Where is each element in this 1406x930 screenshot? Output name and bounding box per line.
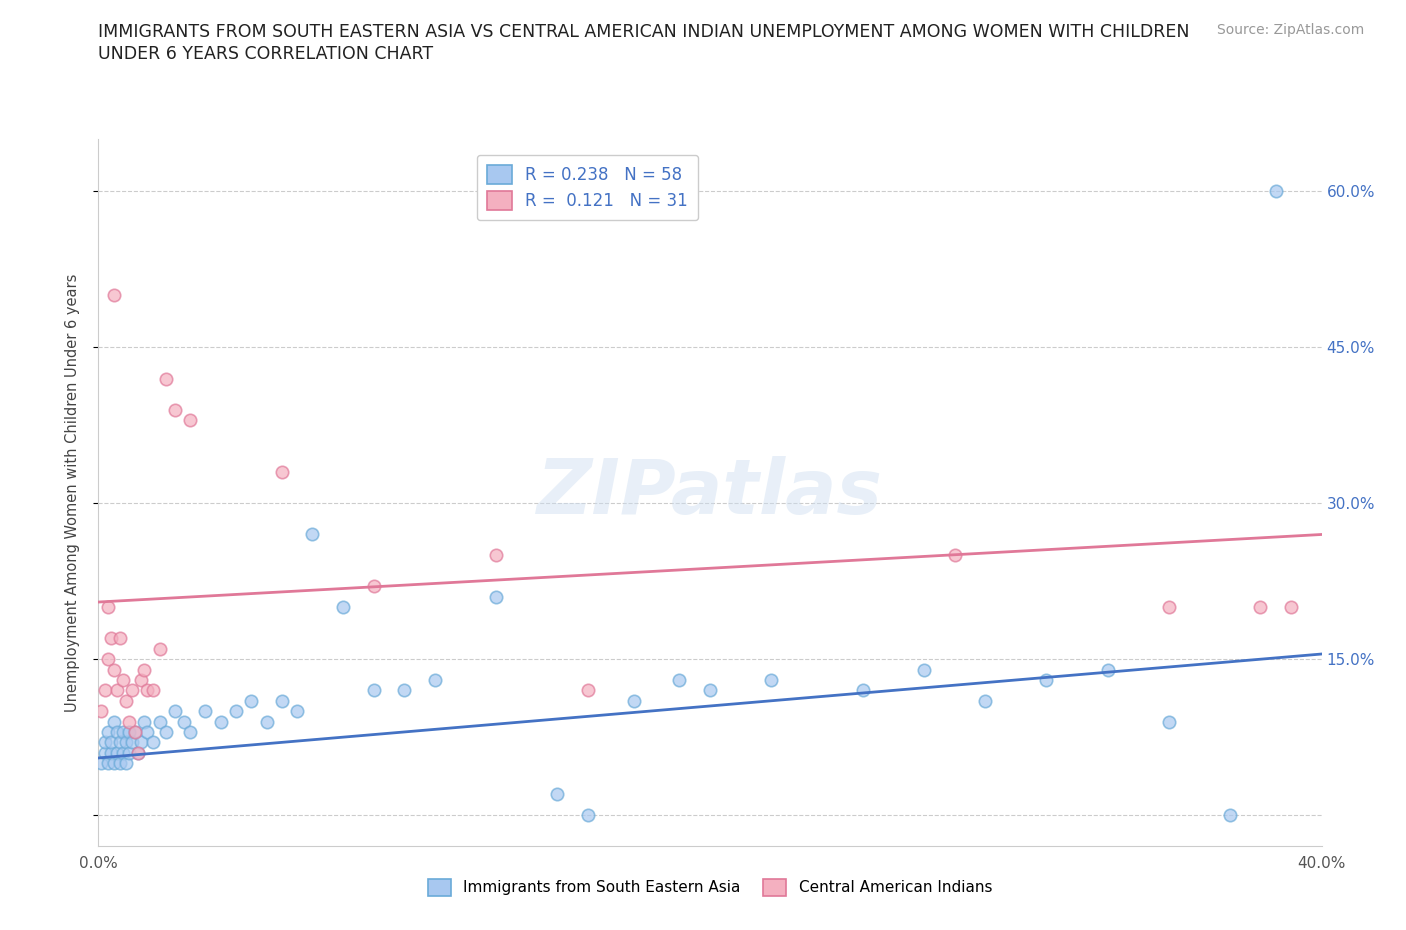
Point [163,403,186,418]
Point [93,683,115,698]
Point [118,745,141,760]
Point [142,683,165,698]
Point [118,724,141,739]
Point [127,745,149,760]
Point [97,724,120,739]
Point [256,714,278,729]
Point [546,787,568,802]
Point [209,714,232,729]
Point [852,683,875,698]
Point [93,735,115,750]
Point [129,735,152,750]
Point [115,756,138,771]
Point [194,704,217,719]
Point [136,683,159,698]
Point [108,756,131,771]
Point [423,672,446,687]
Point [163,704,186,719]
Point [134,662,156,677]
Text: IMMIGRANTS FROM SOUTH EASTERN ASIA VS CENTRAL AMERICAN INDIAN UNEMPLOYMENT AMONG: IMMIGRANTS FROM SOUTH EASTERN ASIA VS CE… [98,23,1189,41]
Point [97,600,120,615]
Point [100,745,122,760]
Point [103,756,125,771]
Point [90,756,112,771]
Y-axis label: Unemployment Among Women with Children Under 6 years: Unemployment Among Women with Children U… [65,273,80,712]
Point [363,579,385,594]
Point [111,672,134,687]
Point [149,642,172,657]
Point [108,631,131,645]
Point [93,745,115,760]
Point [103,662,125,677]
Point [118,714,141,729]
Point [103,288,125,303]
Point [115,694,138,709]
Point [111,745,134,760]
Point [149,714,172,729]
Point [127,745,149,760]
Point [576,683,599,698]
Text: UNDER 6 YEARS CORRELATION CHART: UNDER 6 YEARS CORRELATION CHART [98,45,433,62]
Point [90,704,112,719]
Point [285,704,308,719]
Point [668,672,690,687]
Point [97,756,120,771]
Point [576,807,599,822]
Point [173,714,195,729]
Point [1279,600,1302,615]
Text: ZIPatlas: ZIPatlas [537,456,883,530]
Point [943,548,966,563]
Point [179,413,201,428]
Point [108,735,131,750]
Point [179,724,201,739]
Point [912,662,935,677]
Legend: Immigrants from South Eastern Asia, Central American Indians: Immigrants from South Eastern Asia, Cent… [422,872,998,902]
Point [270,465,292,480]
Point [1264,184,1286,199]
Point [1157,714,1180,729]
Text: Source: ZipAtlas.com: Source: ZipAtlas.com [1216,23,1364,37]
Point [1219,807,1241,822]
Point [759,672,782,687]
Point [155,371,177,386]
Point [155,724,177,739]
Point [270,694,292,709]
Point [485,590,508,604]
Point [111,724,134,739]
Point [115,735,138,750]
Point [129,672,152,687]
Point [100,631,122,645]
Point [485,548,508,563]
Point [301,527,323,542]
Point [121,683,143,698]
Point [240,694,263,709]
Point [1157,600,1180,615]
Point [105,724,128,739]
Point [1249,600,1271,615]
Point [1097,662,1119,677]
Point [225,704,247,719]
Point [623,694,645,709]
Point [105,683,128,698]
Point [134,714,156,729]
Point [121,735,143,750]
Point [124,724,146,739]
Point [103,714,125,729]
Point [142,735,165,750]
Point [392,683,416,698]
Point [1035,672,1057,687]
Point [699,683,721,698]
Point [974,694,997,709]
Point [105,745,128,760]
Point [363,683,385,698]
Point [136,724,159,739]
Point [332,600,354,615]
Point [100,735,122,750]
Point [124,724,146,739]
Point [97,652,120,667]
